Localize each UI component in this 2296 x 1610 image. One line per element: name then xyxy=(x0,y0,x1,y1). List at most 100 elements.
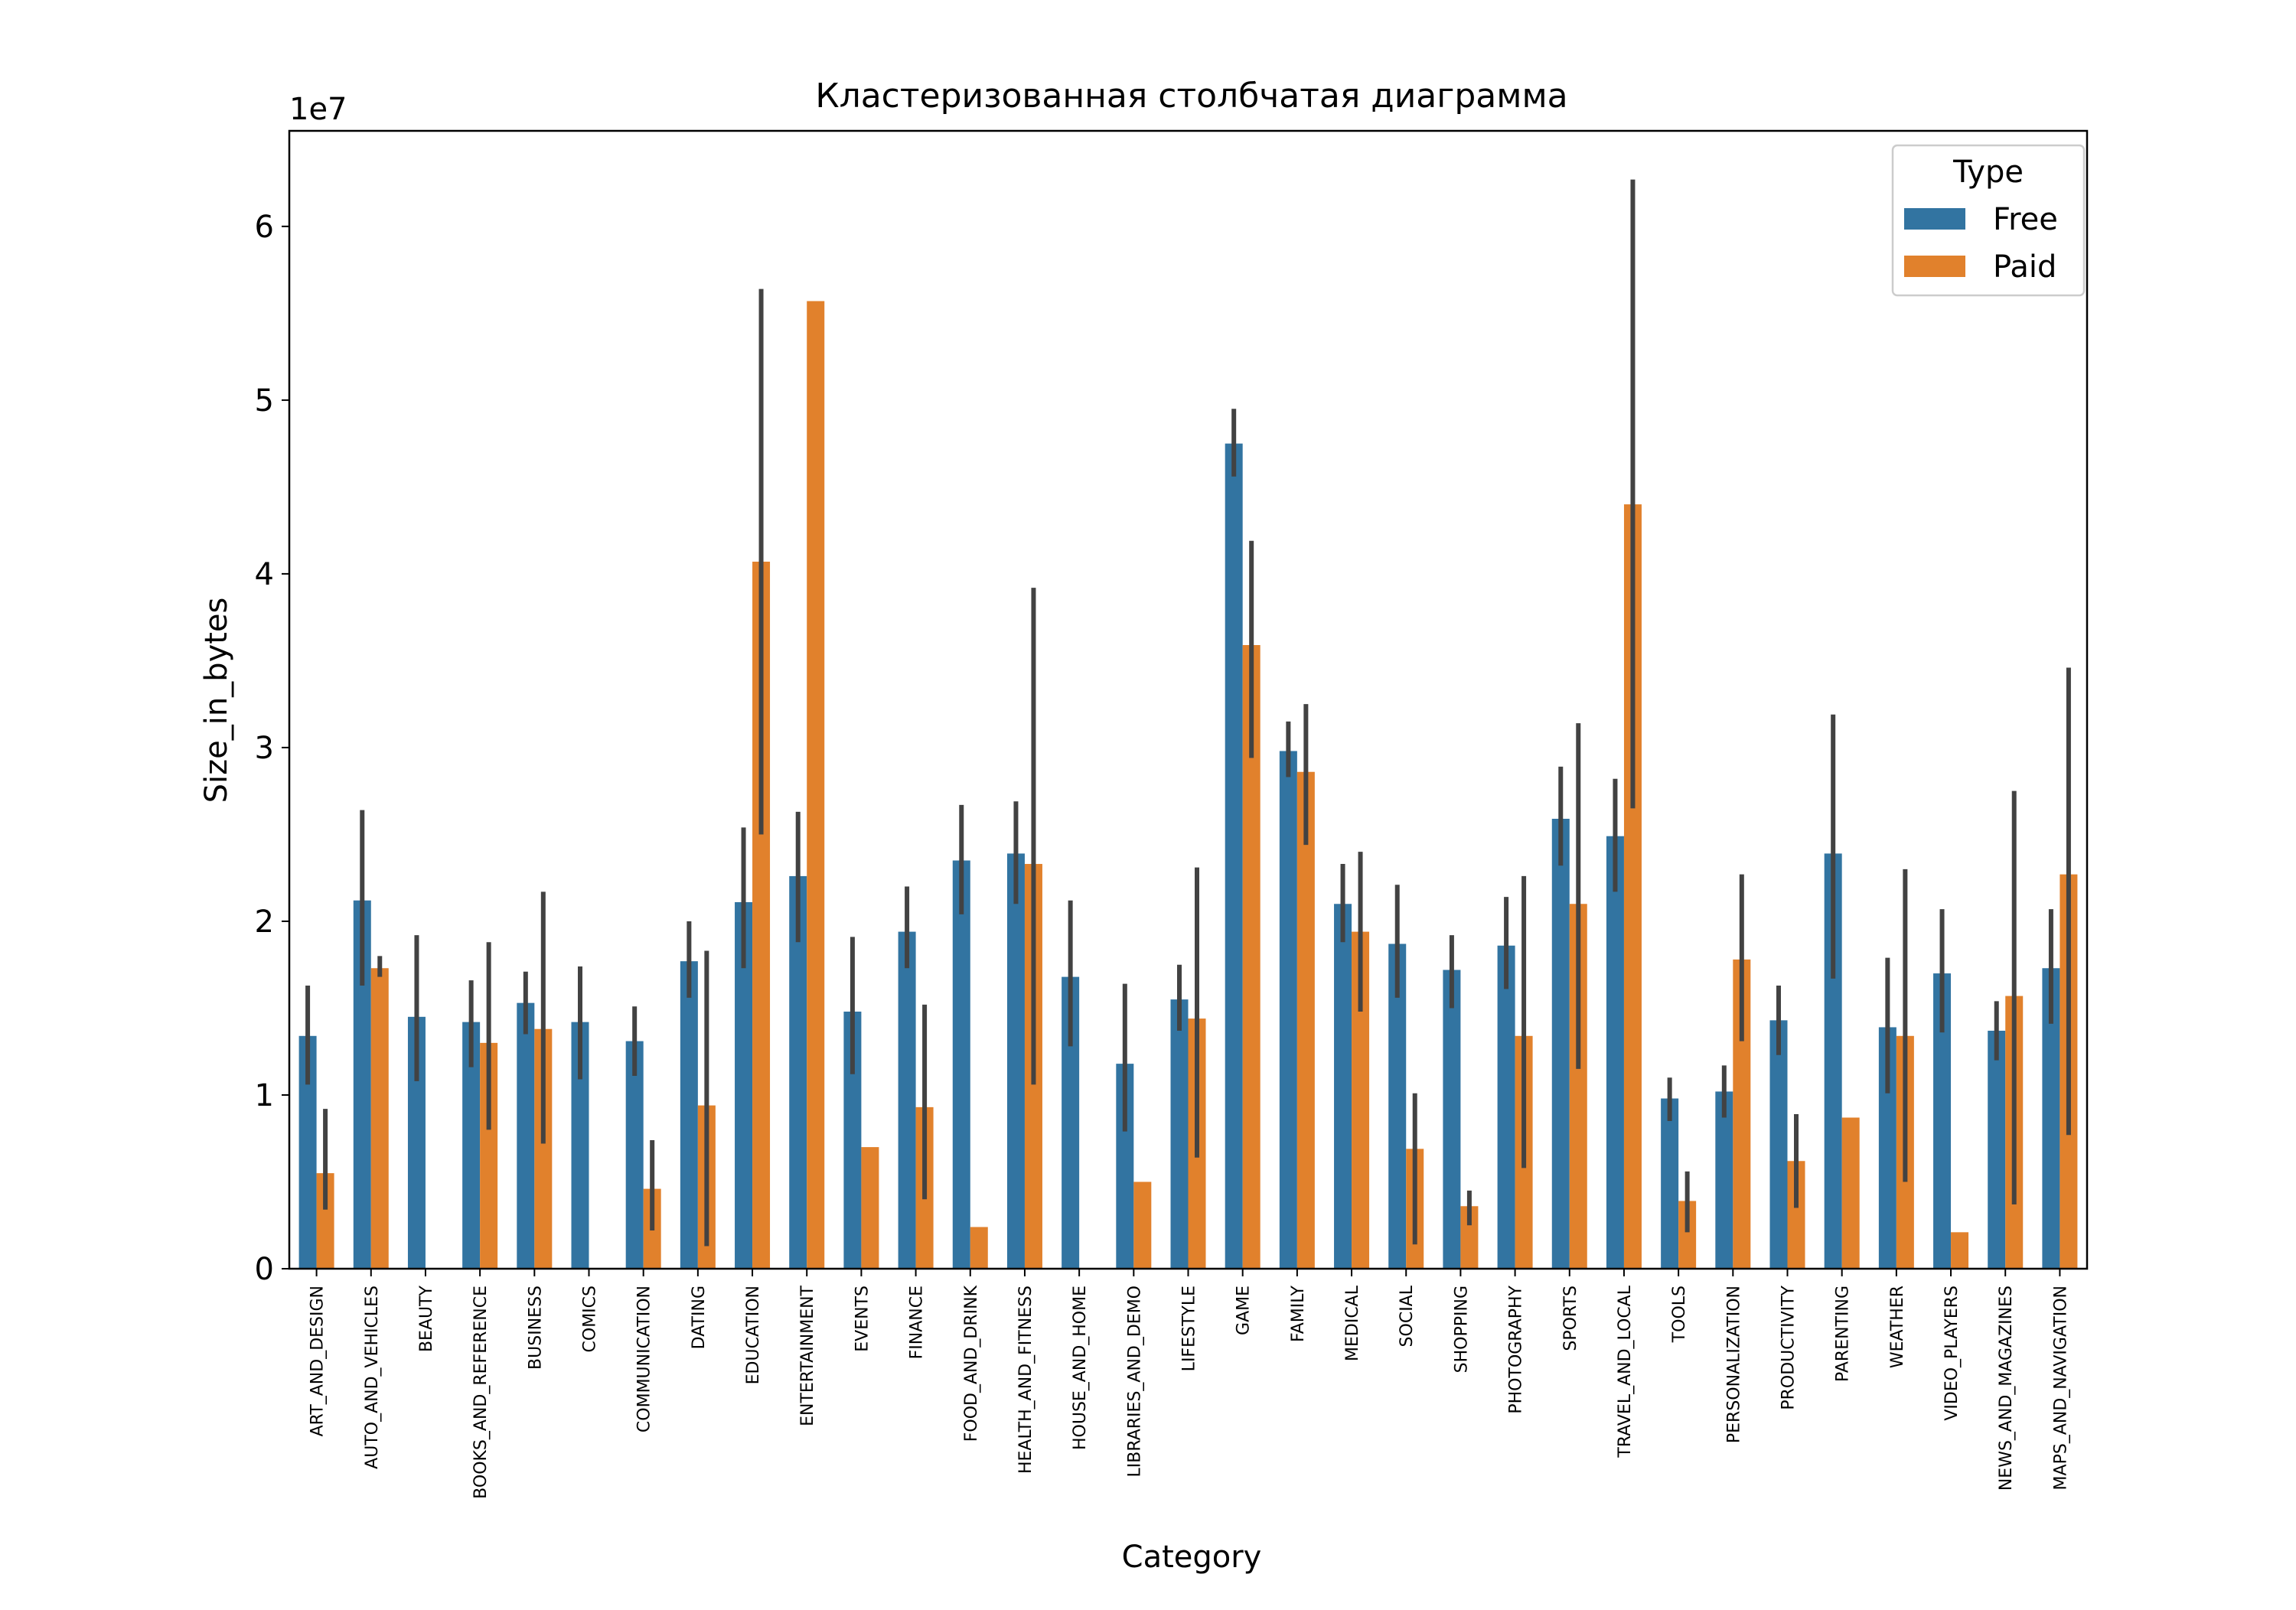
bar-free-shopping xyxy=(1443,970,1461,1269)
bar-paid-food-and-drink xyxy=(970,1227,988,1269)
bar-free-entertainment xyxy=(789,875,807,1269)
bar-free-productivity xyxy=(1769,1020,1788,1269)
x-tick-label-auto-and-vehicles: AUTO_AND_VEHICLES xyxy=(363,1286,382,1469)
bar-paid-shopping xyxy=(1460,1206,1479,1269)
bar-free-communication xyxy=(625,1041,644,1269)
bar-paid-books-and-reference xyxy=(480,1042,498,1269)
y-tick-label-0: 0 xyxy=(255,1252,274,1287)
x-tick-label-libraries-and-demo: LIBRARIES_AND_DEMO xyxy=(1125,1286,1144,1478)
bar-free-beauty xyxy=(407,1016,426,1269)
bar-paid-sports xyxy=(1569,904,1587,1269)
y-tick-label-4: 4 xyxy=(255,557,274,592)
x-tick-label-medical: MEDICAL xyxy=(1343,1285,1362,1361)
bar-free-house-and-home xyxy=(1062,976,1080,1269)
x-tick-label-photography: PHOTOGRAPHY xyxy=(1507,1285,1526,1413)
chart-title: Кластеризованная столбчатая диаграмма xyxy=(815,77,1567,116)
x-tick-label-events: EVENTS xyxy=(853,1286,872,1352)
x-tick-label-travel-and-local: TRAVEL_AND_LOCAL xyxy=(1616,1285,1635,1458)
bar-free-books-and-reference xyxy=(462,1022,481,1269)
bar-free-medical xyxy=(1334,904,1352,1269)
bar-free-maps-and-navigation xyxy=(2042,968,2060,1269)
bar-paid-auto-and-vehicles xyxy=(370,968,389,1269)
bar-free-tools xyxy=(1661,1098,1679,1269)
legend-swatch-free xyxy=(1904,208,1965,230)
x-tick-label-social: SOCIAL xyxy=(1397,1285,1417,1347)
legend-title: Type xyxy=(1952,155,2024,190)
x-tick-label-game: GAME xyxy=(1234,1286,1254,1335)
bar-free-weather xyxy=(1878,1027,1896,1269)
bar-free-lifestyle xyxy=(1170,999,1189,1269)
x-tick-label-beauty: BEAUTY xyxy=(417,1285,436,1352)
y-tick-label-2: 2 xyxy=(255,904,274,940)
bar-free-events xyxy=(843,1012,862,1269)
x-tick-label-productivity: PRODUCTIVITY xyxy=(1779,1285,1799,1410)
bar-paid-travel-and-local xyxy=(1623,504,1642,1269)
x-axis: ART_AND_DESIGN AUTO_AND_VEHICLES BEAUTY BOO… xyxy=(308,1269,2070,1499)
x-tick-label-books-and-reference: BOOKS_AND_REFERENCE xyxy=(471,1286,491,1499)
x-tick-label-maps-and-navigation: MAPS_AND_NAVIGATION xyxy=(2051,1286,2070,1490)
bar-free-business xyxy=(517,1002,535,1269)
bar-free-art-and-design xyxy=(298,1035,317,1269)
x-tick-label-food-and-drink: FOOD_AND_DRINK xyxy=(962,1285,981,1442)
bar-paid-entertainment xyxy=(807,301,825,1269)
x-tick-label-family: FAMILY xyxy=(1289,1285,1308,1341)
bar-paid-video-players xyxy=(1951,1232,1969,1269)
bar-free-education xyxy=(735,901,753,1269)
bar-free-food-and-drink xyxy=(952,860,970,1269)
legend: Type Free Paid xyxy=(1891,144,2086,297)
bar-paid-business xyxy=(534,1028,553,1269)
bar-free-social xyxy=(1388,944,1407,1269)
x-tick-label-finance: FINANCE xyxy=(908,1286,927,1359)
y-axis-multiplier: 1e7 xyxy=(289,92,347,127)
y-tick-label-6: 6 xyxy=(255,210,274,245)
x-tick-label-parenting: PARENTING xyxy=(1834,1286,1853,1382)
x-tick-label-news-and-magazines: NEWS_AND_MAGAZINES xyxy=(1997,1286,2016,1491)
y-axis: 0 1 2 3 4 5 6 xyxy=(255,210,289,1287)
bar-free-health-and-fitness xyxy=(1006,853,1025,1269)
bar-paid-game xyxy=(1242,644,1261,1269)
bar-free-game xyxy=(1225,443,1243,1269)
plot-frame xyxy=(288,129,2089,1270)
x-tick-label-weather: WEATHER xyxy=(1888,1286,1907,1368)
x-tick-label-art-and-design: ART_AND_DESIGN xyxy=(308,1286,328,1436)
legend-label-paid: Paid xyxy=(1993,249,2056,285)
y-axis-label: Size_in_bytes xyxy=(199,598,234,803)
bar-free-video-players xyxy=(1933,973,1952,1269)
x-tick-label-personalization: PERSONALIZATION xyxy=(1724,1286,1743,1443)
bar-paid-parenting xyxy=(1841,1117,1860,1269)
x-tick-label-entertainment: ENTERTAINMENT xyxy=(798,1285,817,1426)
bar-paid-education xyxy=(752,562,771,1269)
bar-free-auto-and-vehicles xyxy=(353,900,371,1269)
x-tick-label-sports: SPORTS xyxy=(1561,1286,1580,1351)
y-tick-label-3: 3 xyxy=(255,731,274,766)
bar-free-libraries-and-demo xyxy=(1116,1064,1134,1269)
x-tick-label-dating: DATING xyxy=(690,1286,709,1349)
bar-free-personalization xyxy=(1715,1091,1733,1269)
x-axis-label: Category xyxy=(1122,1540,1262,1575)
y-tick-label-5: 5 xyxy=(255,383,274,419)
x-tick-label-house-and-home: HOUSE_AND_HOME xyxy=(1071,1286,1090,1450)
x-tick-label-tools: TOOLS xyxy=(1670,1286,1689,1343)
bar-paid-tools xyxy=(1678,1201,1697,1269)
bar-paid-medical xyxy=(1352,931,1370,1269)
bar-paid-events xyxy=(861,1147,879,1269)
x-tick-label-video-players: VIDEO_PLAYERS xyxy=(1942,1286,1962,1421)
x-tick-label-lifestyle: LIFESTYLE xyxy=(1180,1286,1199,1371)
legend-label-free: Free xyxy=(1993,202,2058,237)
bar-free-parenting xyxy=(1824,853,1842,1269)
bar-free-family xyxy=(1279,751,1297,1269)
x-tick-label-education: EDUCATION xyxy=(744,1286,763,1384)
bar-free-news-and-magazines xyxy=(1988,1030,2006,1269)
bar-paid-libraries-and-demo xyxy=(1133,1181,1152,1269)
bar-free-comics xyxy=(571,1022,589,1269)
x-tick-label-shopping: SHOPPING xyxy=(1452,1286,1471,1373)
bar-free-dating xyxy=(680,961,698,1269)
bar-free-travel-and-local xyxy=(1606,836,1624,1269)
legend-swatch-paid xyxy=(1904,256,1965,277)
y-tick-label-1: 1 xyxy=(255,1078,274,1113)
bar-free-sports xyxy=(1551,819,1570,1269)
x-tick-label-communication: COMMUNICATION xyxy=(635,1286,654,1432)
bar-free-photography xyxy=(1497,945,1515,1269)
